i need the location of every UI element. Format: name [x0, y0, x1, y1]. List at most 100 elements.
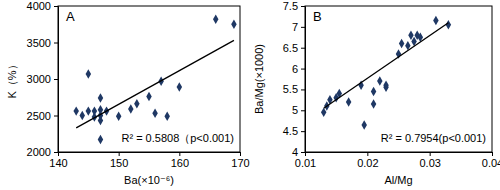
tick-label: 0.03: [419, 157, 440, 169]
trend-line: [76, 40, 234, 128]
y-axis: 4 4.5 5 5.5 6 6.5 7 7.5: [283, 0, 306, 158]
tick-label: 150: [110, 157, 128, 169]
tick: 3500: [27, 37, 58, 49]
tick: 7.5: [283, 0, 305, 12]
tick: 6: [292, 63, 305, 75]
tick: 2000: [27, 146, 58, 158]
point: [86, 106, 91, 115]
tick: 170: [231, 152, 249, 169]
tick-mark: [54, 6, 58, 7]
point: [231, 20, 236, 29]
tick-mark: [301, 89, 305, 90]
point: [146, 92, 151, 101]
tick: 5.5: [283, 83, 305, 95]
tick-mark: [119, 152, 120, 156]
axis-line: [301, 7, 306, 153]
tick: 0.01: [295, 152, 316, 169]
tick: 4000: [27, 0, 58, 12]
tick-mark: [367, 152, 368, 156]
plot-frame: [58, 6, 240, 152]
tick-label: 4000: [27, 0, 51, 12]
tick-label: 0.04: [482, 157, 500, 169]
tick-label: 0.02: [357, 157, 378, 169]
tick-mark: [54, 79, 58, 80]
marks: [321, 16, 451, 130]
tick-mark: [492, 152, 493, 156]
axis-line: [306, 153, 493, 157]
tick-mark: [301, 131, 305, 132]
point: [377, 76, 382, 85]
y-axis-title: K（%）: [6, 59, 18, 98]
tick: 6.5: [283, 42, 305, 54]
plot-frame: [305, 6, 492, 152]
point: [164, 111, 169, 120]
tick-mark: [301, 6, 305, 7]
point: [177, 82, 182, 91]
axis-line: [54, 7, 59, 153]
y-axis-title: Ba/Mg(×1000): [253, 44, 265, 114]
tick-label: 4.5: [283, 125, 298, 137]
point: [399, 39, 404, 48]
annotation: R² = 0.7954(p<0.001): [381, 132, 486, 144]
x-axis: 140 150 160 170: [49, 152, 249, 169]
point: [80, 111, 85, 120]
point: [86, 69, 91, 78]
tick-label: 170: [231, 157, 249, 169]
tick-label: 7.5: [283, 0, 298, 12]
tick-label: 140: [49, 157, 67, 169]
point: [321, 108, 326, 117]
tick-label: 5: [292, 104, 298, 116]
tick-label: 4: [292, 146, 298, 158]
tick: 7: [292, 21, 305, 33]
point: [213, 14, 218, 23]
tick-mark: [301, 27, 305, 28]
panel: 0.01 0.02 0.03 0.04 4 4.5 5 5.5 6 6.5 7 7.5 B Al/Mg Ba…: [253, 0, 500, 186]
y-axis: 2000 2500 3000 3500 4000: [27, 0, 59, 158]
point: [73, 106, 78, 115]
tick: 3000: [27, 73, 58, 85]
tick-label: 6: [292, 63, 298, 75]
tick: 150: [110, 152, 128, 169]
tick-mark: [54, 43, 58, 44]
panel-label: B: [313, 9, 322, 24]
trend-line: [324, 23, 449, 109]
point: [371, 99, 376, 108]
x-axis: 0.01 0.02 0.03 0.04: [295, 152, 500, 169]
point: [98, 135, 103, 144]
point: [92, 106, 97, 115]
tick-label: 5.5: [283, 83, 298, 95]
point: [361, 120, 366, 129]
tick-mark: [301, 110, 305, 111]
point: [98, 116, 103, 125]
point: [116, 111, 121, 120]
tick: 2500: [27, 110, 58, 122]
tick: 4.5: [283, 125, 305, 137]
tick-label: 2000: [27, 146, 51, 158]
tick-mark: [301, 69, 305, 70]
point: [152, 109, 157, 118]
tick: 140: [49, 152, 67, 169]
tick-mark: [54, 116, 58, 117]
figure: 14015016017020002500300035004000ABa(×10⁻…: [0, 0, 500, 190]
tick-mark: [301, 152, 305, 153]
panel: 14015016017020002500300035004000ABa(×10⁻…: [6, 0, 250, 186]
tick-label: 160: [171, 157, 189, 169]
tick-label: 3000: [27, 73, 51, 85]
tick: 5: [292, 104, 305, 116]
point: [433, 16, 438, 25]
point: [134, 99, 139, 108]
point: [371, 87, 376, 96]
axis-line: [59, 153, 241, 157]
tick-mark: [301, 48, 305, 49]
point: [128, 104, 133, 113]
tick-mark: [54, 152, 58, 153]
tick-label: 6.5: [283, 42, 298, 54]
tick-label: 0.01: [295, 157, 316, 169]
tick-mark: [179, 152, 180, 156]
tick: 0.02: [357, 152, 378, 169]
tick: 0.03: [419, 152, 440, 169]
point: [383, 81, 388, 90]
x-axis-title: Al/Mg: [384, 174, 412, 186]
tick: 160: [171, 152, 189, 169]
marks: [73, 14, 236, 144]
